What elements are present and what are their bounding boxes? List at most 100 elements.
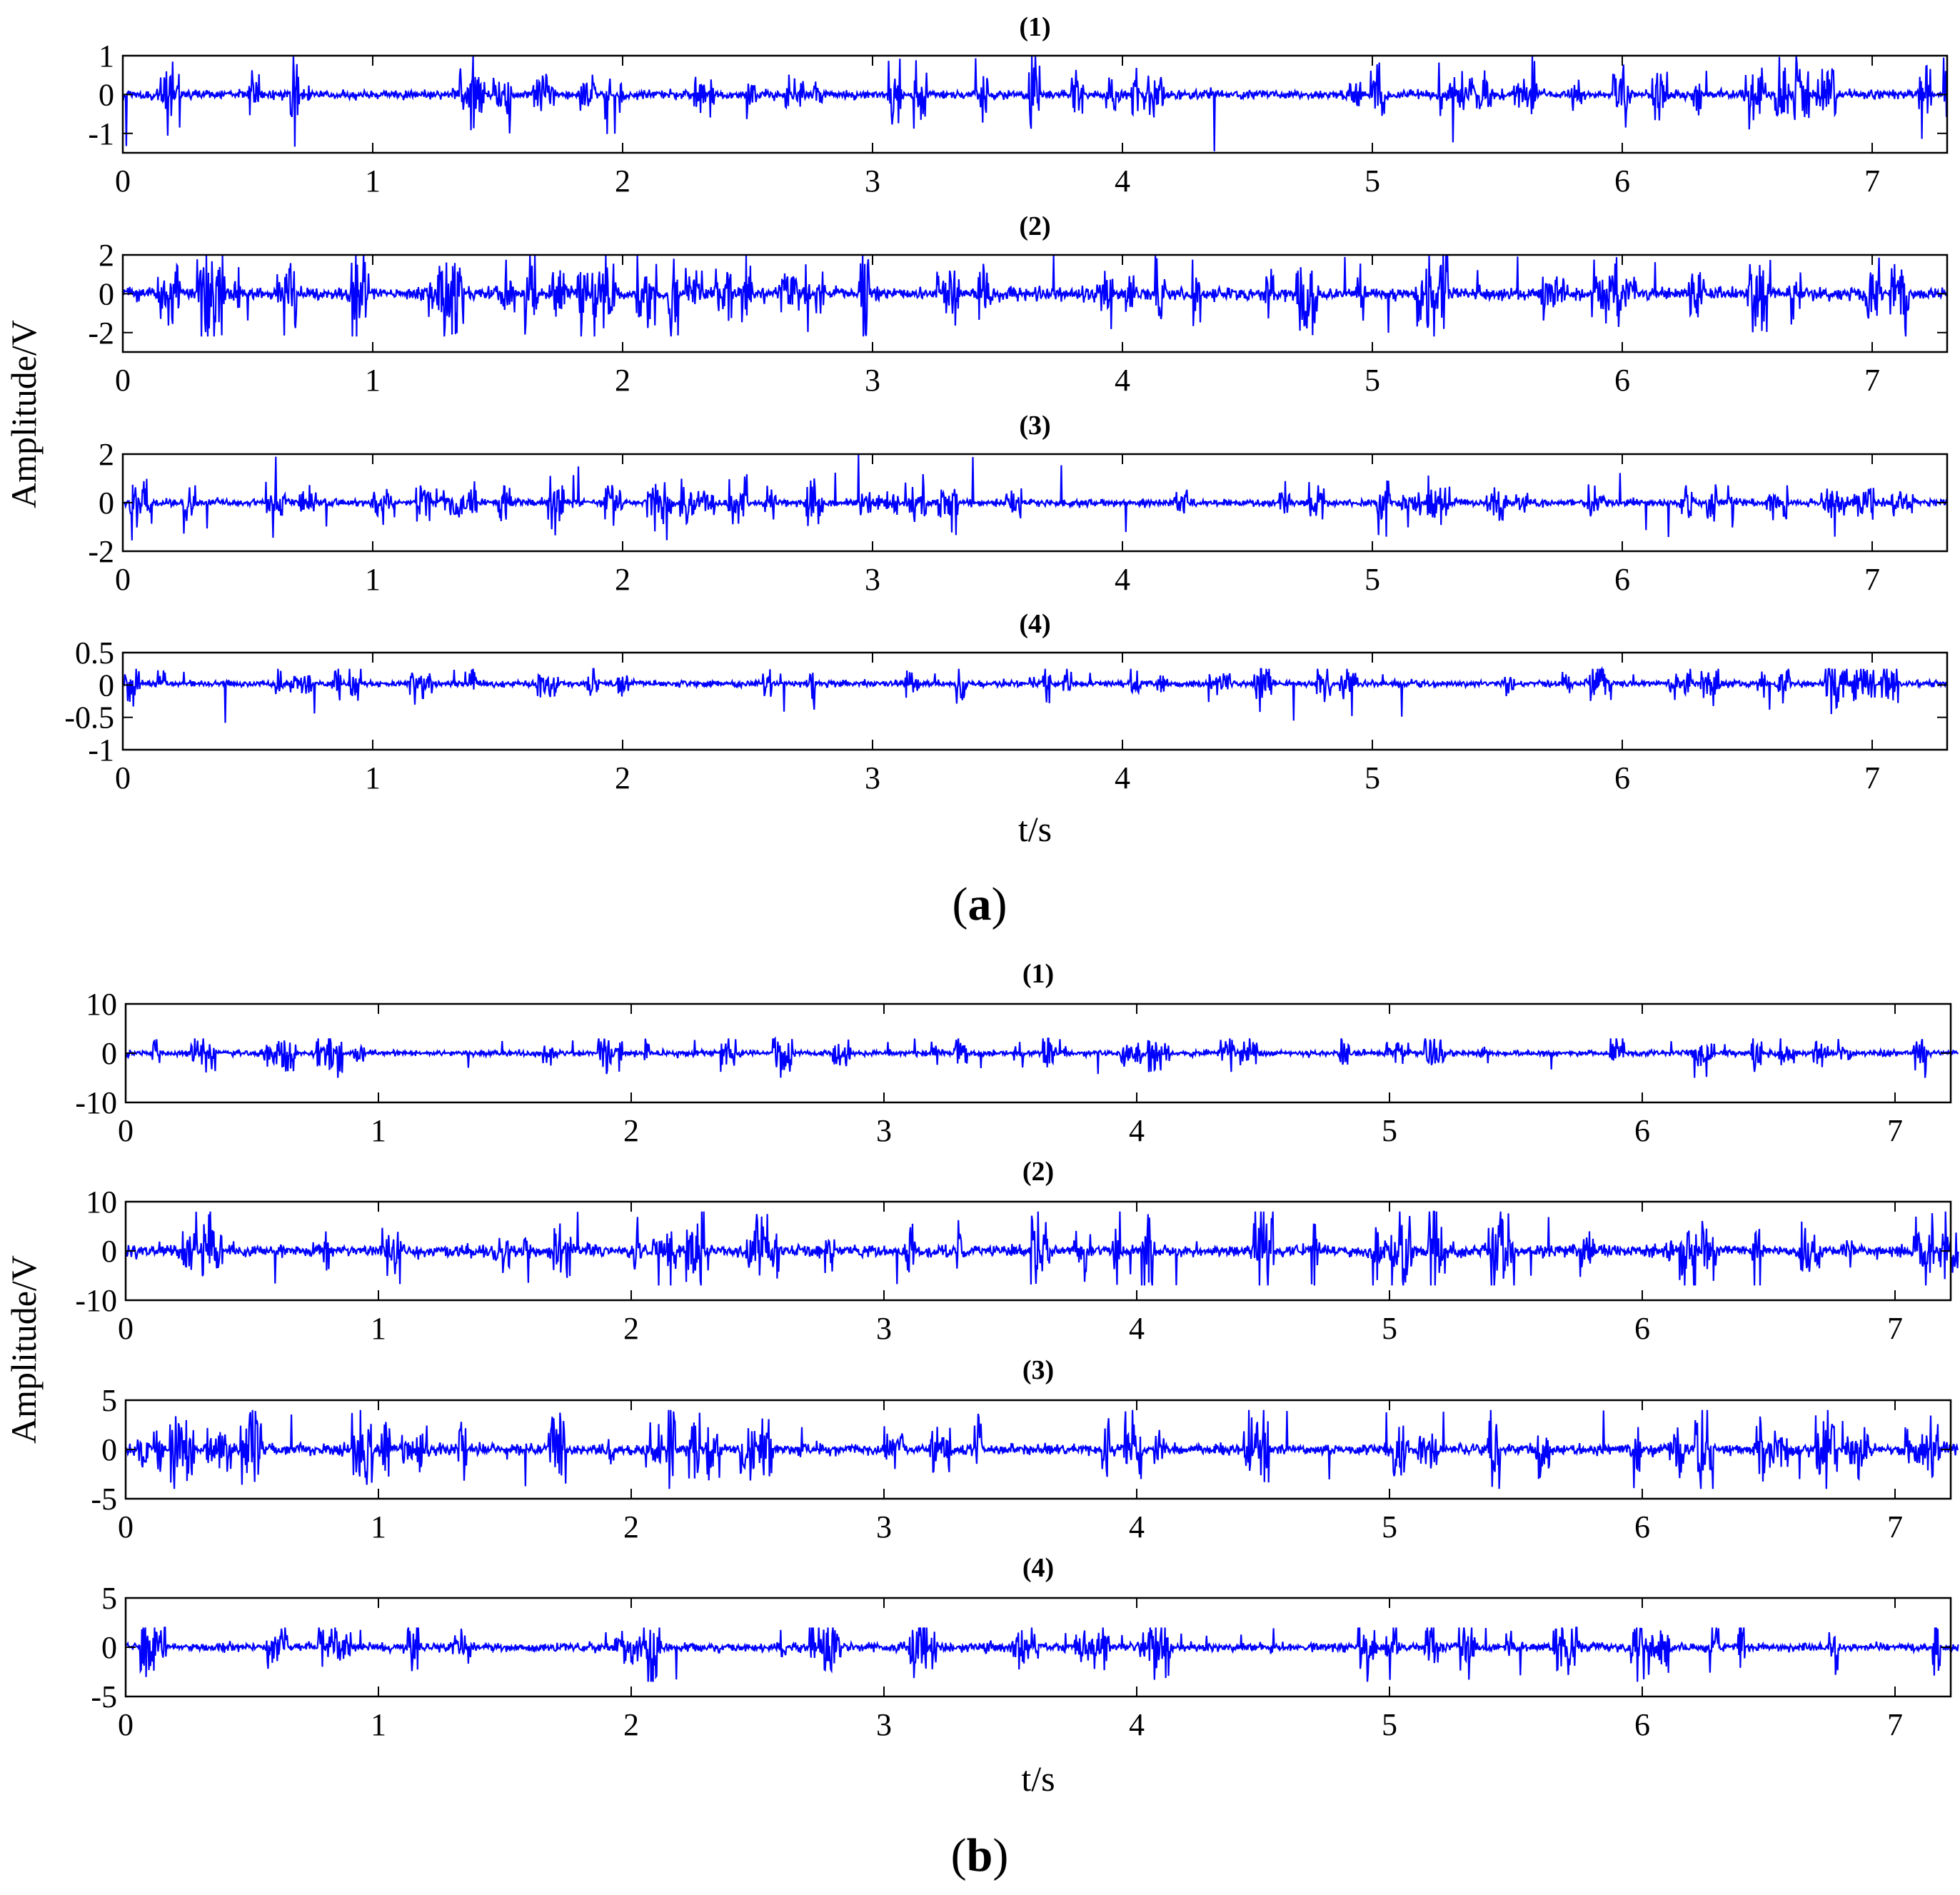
signal-trace [121,254,1949,337]
x-tick-label: 3 [865,760,880,795]
x-tick-label: 2 [615,562,630,597]
x-tick-label: 0 [118,1113,134,1148]
x-tick-label: 1 [365,164,381,198]
x-tick-label: 2 [623,1509,639,1544]
x-tick-label: 4 [1115,164,1130,198]
y-tick-label: -2 [88,316,114,351]
signal-trace [121,665,1948,723]
panel-a-4: (4)0 1 2 3 4 5 6 70.50-0.5-1 [64,609,1949,795]
y-tick-label: -5 [91,1482,117,1517]
x-tick-label: 6 [1634,1311,1650,1346]
x-tick-label: 0 [118,1707,134,1742]
panel-title: (3) [1019,411,1050,441]
x-tick-label: 4 [1115,363,1130,398]
axes-box [121,253,1949,353]
y-tick-label: 0 [101,1432,117,1467]
figure-root: (1)0 1 2 3 4 5 6 710-1(2)0 1 2 3 4 5 6 720-2(3)0 1 2 3 4 5 6… [4,12,1959,1881]
x-tick-label: 4 [1129,1113,1145,1148]
x-tick-label: 3 [865,562,880,597]
signal-trace [124,1036,1959,1078]
signal-trace [124,1210,1959,1286]
x-tick-label: 0 [115,164,131,198]
y-tick-label: -2 [88,534,114,569]
x-tick-label: 7 [1887,1509,1903,1544]
y-tick-label: 0 [99,668,114,703]
y-tick-label: 0.5 [75,635,114,670]
x-tick-label: 3 [865,363,880,398]
x-tick-label: 2 [623,1707,639,1742]
x-tick-label: 5 [1365,363,1380,398]
x-tick-label: 1 [371,1509,386,1544]
x-tick-label: 1 [365,363,381,398]
y-tick-label: -0.5 [64,700,114,735]
panel-title: (1) [1022,959,1054,989]
panel-title: (2) [1019,211,1050,241]
x-tick-label: 0 [115,363,131,398]
x-tick-label: 3 [876,1707,892,1742]
x-tick-label: 4 [1129,1509,1145,1544]
x-tick-label: 5 [1365,562,1380,597]
x-tick-label: 4 [1129,1311,1145,1346]
x-tick-label: 6 [1614,562,1630,597]
panel-title: (4) [1022,1553,1054,1583]
x-axis-label: t/s [1018,809,1052,849]
figure-caption: (b) [951,1829,1009,1881]
y-tick-label: 0 [101,1630,117,1665]
y-tick-label: 0 [101,1036,117,1071]
x-tick-label: 7 [1887,1113,1903,1148]
x-tick-label: 1 [371,1707,386,1742]
x-tick-label: 4 [1115,760,1130,795]
x-tick-label: 4 [1115,562,1130,597]
x-tick-label: 2 [615,760,630,795]
y-tick-label: 0 [99,77,114,112]
x-tick-label: 7 [1864,760,1880,795]
x-tick-label: 3 [876,1311,892,1346]
y-axis-label: Amplitude/V [4,1255,44,1444]
x-tick-label: 1 [365,760,381,795]
x-tick-label: 3 [876,1509,892,1544]
x-tick-label: 0 [118,1311,134,1346]
y-tick-label: 10 [86,1185,117,1220]
x-tick-label: 0 [115,562,131,597]
y-tick-label: 0 [99,276,114,311]
y-tick-label: 5 [101,1581,117,1616]
panel-title: (2) [1022,1157,1054,1187]
caption-letter: b [967,1829,993,1881]
signal-trace [125,1409,1959,1489]
x-tick-label: 2 [623,1311,639,1346]
x-tick-label: 1 [371,1311,386,1346]
signal-trace [121,55,1949,151]
x-tick-label: 2 [623,1113,639,1148]
x-tick-label: 7 [1887,1311,1903,1346]
x-tick-label: 3 [865,164,880,198]
x-tick-label: 6 [1634,1707,1650,1742]
x-tick-label: 0 [115,760,131,795]
x-tick-label: 1 [365,562,381,597]
y-tick-label: 10 [86,987,117,1022]
x-tick-label: 4 [1129,1707,1145,1742]
x-tick-label: 5 [1382,1509,1397,1544]
x-tick-label: 7 [1864,363,1880,398]
y-tick-label: 5 [101,1383,117,1418]
panel-b-3: (3)0 1 2 3 4 5 6 750-5 [91,1355,1959,1544]
signal-trace [125,1627,1959,1682]
x-tick-label: 0 [118,1509,134,1544]
y-tick-label: -10 [75,1085,117,1120]
panel-b-4: (4)0 1 2 3 4 5 6 750-5 [91,1553,1959,1742]
x-tick-label: 6 [1634,1509,1650,1544]
x-tick-label: 7 [1864,164,1880,198]
x-tick-label: 7 [1887,1707,1903,1742]
axes-box [121,54,1949,154]
x-tick-label: 6 [1634,1113,1650,1148]
y-tick-label: -1 [88,733,114,768]
x-tick-label: 1 [371,1113,386,1148]
x-tick-label: 5 [1365,164,1380,198]
panel-title: (4) [1019,609,1050,639]
y-tick-label: 0 [101,1234,117,1269]
panel-title: (1) [1019,12,1050,42]
axes-box [121,651,1949,751]
y-tick-label: 0 [99,486,114,521]
